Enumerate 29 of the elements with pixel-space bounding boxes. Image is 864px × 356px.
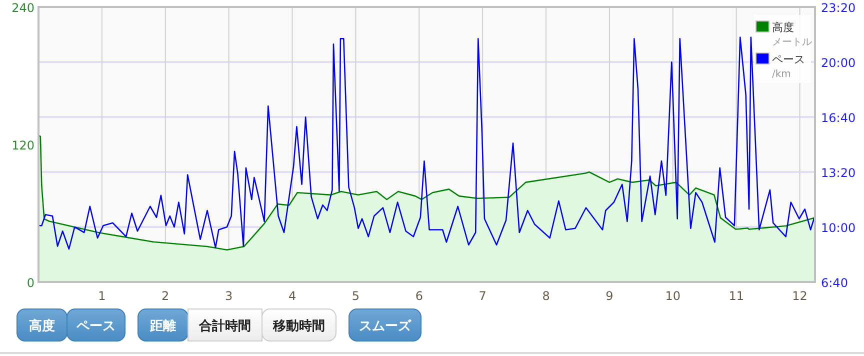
x-tick-label: 10 — [665, 289, 681, 303]
annotation: メートル — [772, 37, 812, 48]
x-tick-label: 8 — [542, 289, 550, 303]
y2-tick-label: 6:40 — [821, 276, 848, 290]
y-tick-label: 240 — [12, 1, 34, 15]
button-group: スムーズ — [348, 308, 422, 342]
x-tick-label: 5 — [352, 289, 360, 303]
x-tick-label: 6 — [415, 289, 423, 303]
annotation: /km — [772, 69, 791, 80]
x-tick-label: 11 — [728, 289, 744, 303]
legend-label: ペース — [772, 53, 805, 66]
y2-tick-label: 16:40 — [821, 111, 856, 125]
y2-tick-label: 23:20 — [821, 1, 856, 15]
y2-tick-label: 10:00 — [821, 221, 856, 235]
x-tick-label: 1 — [98, 289, 106, 303]
x-tick-label: 9 — [606, 289, 614, 303]
button-group: 距離 合計時間 移動時間 — [138, 308, 336, 342]
y-tick-label: 120 — [12, 138, 34, 152]
x-tick-label: 4 — [288, 289, 296, 303]
y2-tick-label: 13:20 — [821, 166, 856, 180]
y2-tick-label: 20:00 — [821, 56, 856, 70]
x-tick-label: 12 — [792, 289, 808, 303]
line-series — [38, 36, 816, 250]
y-tick-label: 0 — [26, 276, 34, 290]
x-tick-label: 2 — [162, 289, 170, 303]
legend-label: 高度 — [772, 21, 794, 34]
x-tick-label: 3 — [225, 289, 233, 303]
x-tick-label: 7 — [478, 289, 486, 303]
button-group: 高度 ペース — [16, 308, 126, 342]
